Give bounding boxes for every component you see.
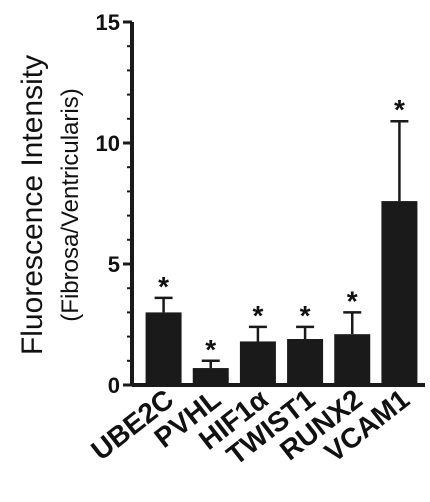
bars: * * * * * * [145,94,418,385]
significance-marker: * [394,94,405,125]
y-axis-subtitle: (Fibrosa/Ventricularis) [57,88,84,321]
y-tick-label: 5 [108,252,120,277]
y-axis-title-group: Fluorescence Intensity (Fibrosa/Ventricu… [16,55,84,355]
bar [381,201,418,385]
bar [192,368,229,385]
bar [145,312,182,385]
significance-marker: * [252,300,263,331]
bar [239,341,276,385]
y-tick-label: 15 [96,10,120,35]
y-tick-label: 0 [108,373,120,398]
bar [287,339,324,385]
significance-marker: * [205,334,216,365]
significance-marker: * [300,300,311,331]
significance-marker: * [347,285,358,316]
significance-marker: * [158,271,169,302]
y-axis-title: Fluorescence Intensity [16,55,49,355]
y-tick-label: 10 [96,131,120,156]
bar [334,334,371,385]
y-ticks: 0 5 10 15 [96,10,132,398]
